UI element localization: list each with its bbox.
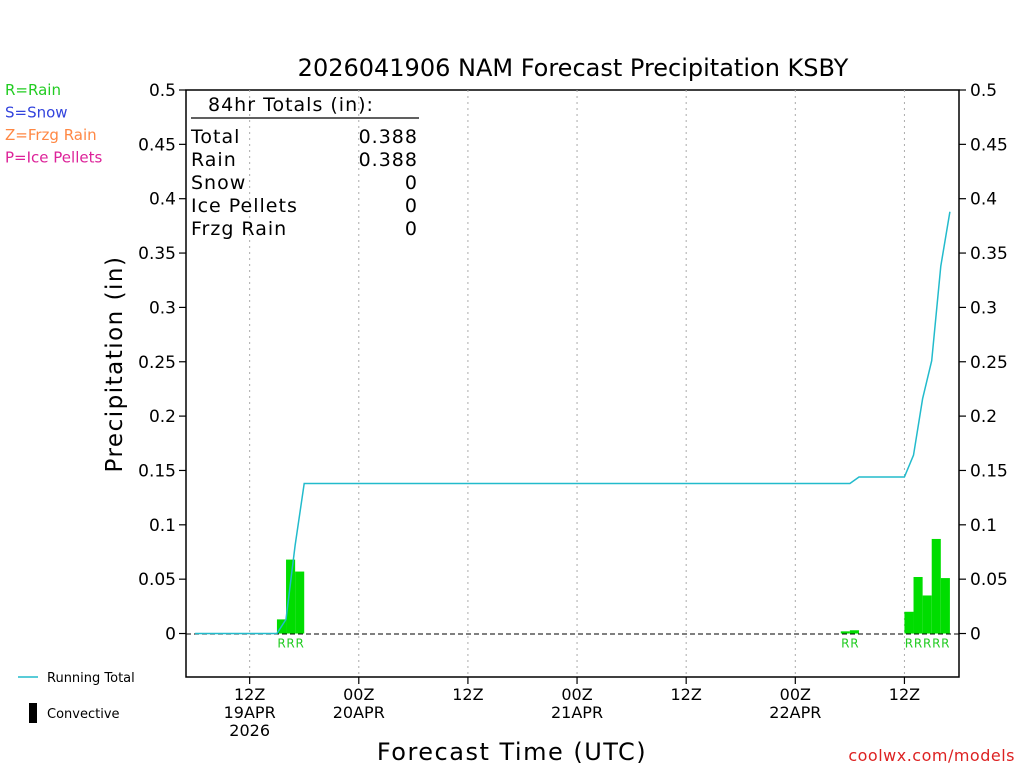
bar-ptype-label: R [905,637,913,651]
totals-row-label: Snow [191,172,246,194]
running-total-line [195,211,951,635]
totals-box: 84hr Totals (in): Total 0.388 Rain 0.388 Sno… [190,94,419,240]
x-tick-label: 19APR [224,703,276,722]
y-tick-label: 0.15 [138,461,176,481]
bar-ptype-label: R [286,637,294,651]
ptype-legend-item: Z=Frzg Rain [5,126,97,144]
y-tick-label-right: 0.05 [970,570,1008,590]
y-tick-label: 0.3 [149,298,176,318]
x-tick-label: 12Z [452,685,483,704]
precip-bar [922,595,932,634]
grid-lines [249,90,905,677]
y-tick-label: 0.25 [138,353,176,373]
precip-bar [904,611,914,634]
x-tick-label: 21APR [551,703,603,722]
totals-row-value: 0.388 [359,149,418,171]
totals-row-value: 0.388 [359,126,418,148]
y-tick-label: 0.35 [138,244,176,264]
precip-bar [286,559,296,634]
totals-heading: 84hr Totals (in): [208,94,374,116]
y-tick-label-right: 0.2 [970,407,997,427]
x-tick-label: 00Z [343,685,374,704]
y-tick-label-right: 0.5 [970,81,997,101]
precip-bar [931,538,941,634]
bar-ptype-label: R [914,637,922,651]
convective-legend-label: Convective [47,707,120,722]
y-tick-label: 0.1 [149,516,176,536]
bar-ptype-label: R [841,637,849,651]
bar-ptype-label: R [923,637,931,651]
chart-title: 2026041906 NAM Forecast Precipitation KS… [298,54,849,82]
y-tick-label: 0.45 [138,135,176,155]
x-axis-title: Forecast Time (UTC) [377,738,647,766]
y-tick-label-right: 0.3 [970,298,997,318]
precip-bar [295,571,305,634]
ptype-legend-item: S=Snow [5,104,68,122]
y-tick-label-right: 0.45 [970,135,1008,155]
totals-row-label: Rain [191,149,237,171]
y-tick-label-right: 0.25 [970,353,1008,373]
precip-bar [940,578,950,634]
y-tick-label: 0.05 [138,570,176,590]
ptype-legend: R=Rain S=Snow Z=Frzg Rain P=Ice Pellets [5,81,102,167]
precip-bar [913,576,923,634]
y-tick-label: 0.2 [149,407,176,427]
x-tick-label: 2026 [229,721,270,740]
x-tick-label: 00Z [780,685,811,704]
bars [276,538,950,634]
precip-bar [849,630,859,634]
x-tick-label: 22APR [769,703,821,722]
totals-row-label: Ice Pellets [191,195,298,217]
y-axis-left: 0 0.05 0.1 0.15 0.2 0.25 0.3 0.35 0.4 0.45 0.5 [138,81,186,645]
convective-legend-swatch [29,703,37,723]
y-axis-title: Precipitation (in) [102,256,128,473]
bar-ptype-label: R [941,637,949,651]
y-tick-label: 0.5 [149,81,176,101]
x-tick-label: 12Z [671,685,702,704]
y-tick-label: 0.4 [149,190,176,210]
y-tick-label-right: 0.1 [970,516,997,536]
bar-ptype-label: R [296,637,304,651]
totals-row-value: 0 [405,172,418,194]
y-tick-label-right: 0.4 [970,190,997,210]
x-tick-label: 20APR [333,703,385,722]
x-tick-label: 00Z [561,685,592,704]
y-tick-label-right: 0.15 [970,461,1008,481]
totals-row-value: 0 [405,195,418,217]
y-tick-label: 0 [165,625,176,645]
x-tick-label: 12Z [889,685,920,704]
x-tick-label: 12Z [234,685,265,704]
totals-row-value: 0 [405,218,418,240]
series-legend: Running Total Convective [18,671,135,723]
totals-row-label: Total [190,126,240,148]
running-total-legend-label: Running Total [47,671,135,686]
bar-ptype-label: R [932,637,940,651]
ptype-legend-item: R=Rain [5,81,61,99]
ptype-legend-item: P=Ice Pellets [5,149,102,167]
y-tick-label-right: 0 [970,625,981,645]
credit-text: coolwx.com/models [848,746,1015,765]
totals-rows: Total 0.388 Rain 0.388 Snow 0 Ice Pellets 0 Frzg… [190,126,418,240]
y-tick-label-right: 0.35 [970,244,1008,264]
totals-row-label: Frzg Rain [191,218,287,240]
y-axis-right: 0 0.05 0.1 0.15 0.2 0.25 0.3 0.35 0.4 0.45 0.5 [959,81,1008,645]
bar-ptype-label: R [277,637,285,651]
precip-bar [840,631,850,634]
plot-frame [185,89,960,678]
bar-ptype-label: R [850,637,858,651]
